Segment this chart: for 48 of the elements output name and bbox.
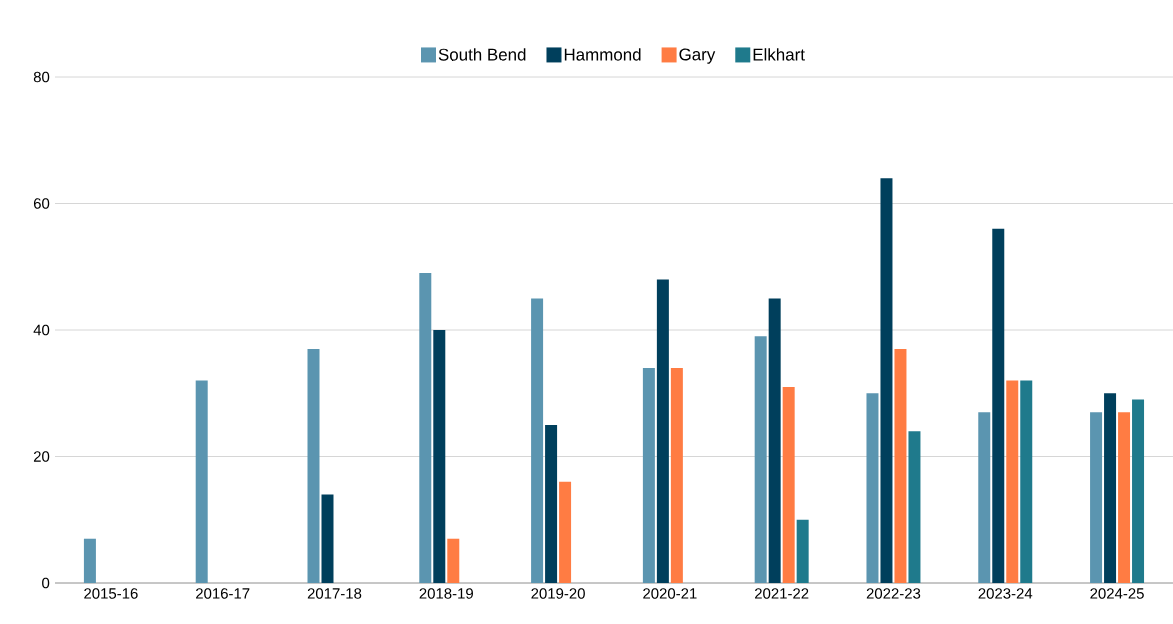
- bar: [433, 330, 446, 583]
- bar: [195, 380, 208, 583]
- legend-label: Elkhart: [753, 48, 805, 61]
- bar: [1118, 412, 1131, 583]
- bar: [1104, 393, 1117, 583]
- bar: [559, 481, 572, 583]
- bar: [880, 178, 893, 583]
- bar: [419, 273, 432, 583]
- bar: [642, 367, 655, 583]
- bar: [83, 538, 96, 583]
- x-tick-label: 2020-21: [643, 588, 697, 599]
- x-tick-label: 2015-16: [84, 588, 138, 599]
- bar: [670, 367, 683, 583]
- x-tick-label: 2021-22: [755, 588, 809, 599]
- bar: [992, 228, 1005, 583]
- bar: [1006, 380, 1019, 583]
- bar: [1020, 380, 1033, 583]
- y-tick-label: 40: [33, 324, 50, 336]
- bar: [908, 431, 921, 583]
- bar: [754, 336, 767, 583]
- bar: [978, 412, 991, 583]
- x-tick-label: 2024-25: [1090, 588, 1144, 599]
- bar: [447, 538, 460, 583]
- bar: [321, 494, 334, 583]
- bar: [531, 298, 544, 583]
- bar: [1132, 399, 1145, 583]
- x-tick-label: 2019-20: [531, 588, 585, 599]
- bar: [545, 424, 558, 583]
- bar: [796, 519, 809, 583]
- y-tick-label: 20: [33, 451, 50, 462]
- bar: [894, 348, 907, 583]
- y-tick-label: 60: [33, 198, 50, 209]
- bar: [768, 298, 781, 583]
- bar: [1090, 412, 1103, 583]
- y-tick-label: 0: [42, 577, 50, 589]
- legend-label: Hammond: [564, 48, 641, 61]
- x-tick-label: 2023-24: [978, 588, 1033, 599]
- legend-label: Gary: [679, 48, 716, 64]
- bar: [782, 386, 795, 583]
- bar: [307, 348, 320, 583]
- x-tick-label: 2018-19: [419, 588, 473, 599]
- x-tick-label: 2017-18: [307, 588, 362, 599]
- legend-label: South Bend: [438, 48, 526, 61]
- x-tick-label: 2016-17: [196, 588, 250, 599]
- bar: [866, 393, 879, 583]
- bar: [656, 279, 669, 583]
- y-tick-label: 80: [33, 71, 50, 83]
- x-tick-label: 2022-23: [866, 588, 921, 599]
